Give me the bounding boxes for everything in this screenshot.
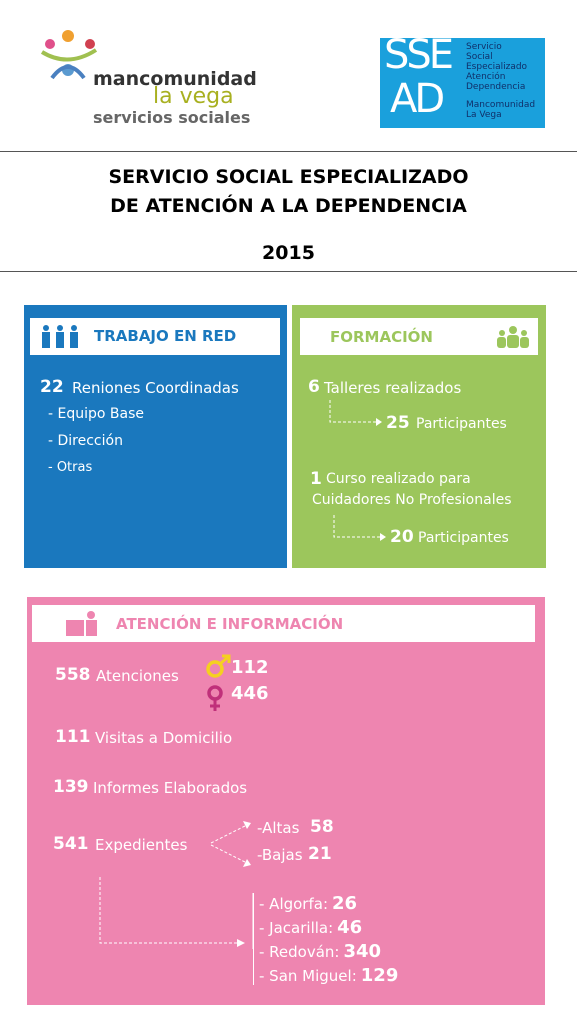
municipio-value: 340 [343, 941, 382, 962]
panel-header: TRABAJO EN RED [30, 318, 280, 355]
label: Talleres realizados [324, 379, 462, 397]
male: 112 [231, 657, 269, 678]
rule [0, 151, 577, 152]
arrows [210, 821, 251, 867]
logo-icon [40, 30, 98, 80]
logo-line: La Vega [466, 110, 502, 120]
municipio-label: - San Miguel: [259, 967, 357, 985]
logo-line: Especializado [466, 62, 528, 72]
municipios: - Algorfa: 26- Jacarilla: 46- Redován: 340-… [259, 893, 398, 989]
panel-header: ATENCIÓN E INFORMACIÓN [32, 605, 535, 642]
municipio-label: - Algorfa: [259, 895, 329, 913]
label: Reniones Coordinadas [72, 379, 239, 397]
label: Visitas a Domicilio [95, 729, 233, 747]
value: 58 [310, 817, 334, 837]
logo-letters: AD [390, 76, 445, 122]
label: -Bajas [257, 846, 303, 864]
panel-trabajo: TRABAJO EN RED 22 Reniones Coordinadas -… [24, 305, 287, 568]
title: SERVICIO SOCIAL ESPECIALIZADO [108, 166, 469, 188]
label: Informes Elaborados [93, 779, 248, 797]
logo-line: Mancomunidad [466, 100, 536, 110]
title: DE ATENCIÓN A LA DEPENDENCIA [110, 195, 467, 217]
label: Participantes [416, 416, 507, 432]
logo-text: mancomunidad [93, 68, 257, 90]
group-icon [497, 326, 529, 348]
municipio-row: - Algorfa: 26 [259, 893, 398, 917]
label: -Altas [257, 819, 300, 837]
label: Curso realizado para [326, 471, 471, 487]
municipio-row: - San Miguel: 129 [259, 965, 398, 989]
label: Cuidadores No Profesionales [312, 492, 512, 508]
municipio-value: 129 [360, 965, 399, 986]
count: 22 [40, 377, 64, 397]
count: 558 [55, 665, 91, 685]
logo-box: SSE AD Servicio Social Especializado Atenci… [380, 32, 545, 128]
panel-formacion: FORMACIÓN 6 Talleres realizados 25 Parti… [292, 305, 546, 568]
logo-text: la vega [153, 84, 234, 109]
count: 139 [53, 777, 89, 797]
count: 1 [310, 469, 322, 489]
logo-letters: SSE [384, 32, 454, 78]
panel-title: FORMACIÓN [330, 328, 433, 346]
municipio-row: - Jacarilla: 46 [259, 917, 398, 941]
participants: 20 [390, 527, 414, 547]
municipio-row: - Redován: 340 [259, 941, 398, 965]
municipio-value: 26 [332, 893, 358, 914]
label: Atenciones [96, 667, 179, 685]
item: - Dirección [48, 433, 123, 449]
arrow [99, 877, 254, 949]
label: Expedientes [95, 836, 188, 854]
logo-line: Social [466, 52, 493, 62]
arrow [333, 515, 386, 541]
gender-icons [206, 654, 231, 711]
panel-title: TRABAJO EN RED [94, 327, 237, 345]
item: - Equipo Base [48, 406, 144, 422]
item: - Otras [48, 460, 93, 475]
municipio-label: - Redován: [259, 943, 340, 961]
logo-text: servicios sociales [93, 108, 251, 127]
logo-line: Dependencia [466, 82, 526, 92]
logo-line: Servicio [466, 42, 502, 52]
female: 446 [231, 683, 269, 704]
logo-lines: Servicio Social Especializado Atención Depen… [466, 42, 527, 92]
value: 21 [308, 844, 332, 864]
logo-line: Atención [466, 72, 506, 82]
count: 111 [55, 727, 91, 747]
arrow [329, 400, 382, 426]
municipio-label: - Jacarilla: [259, 919, 334, 937]
rule [0, 271, 577, 272]
desk-icon [66, 611, 97, 636]
municipio-value: 46 [337, 917, 363, 938]
count: 541 [53, 834, 89, 854]
people-icon [42, 325, 78, 348]
panel-title: ATENCIÓN E INFORMACIÓN [116, 615, 344, 633]
participants: 25 [386, 413, 410, 433]
panel-header: FORMACIÓN [300, 318, 538, 355]
panel-atencion: ATENCIÓN E INFORMACIÓN 558 Atenciones 11… [27, 597, 545, 1005]
bracket [253, 893, 254, 985]
label: Participantes [418, 530, 509, 546]
count: 6 [308, 377, 320, 397]
year: 2015 [262, 242, 315, 264]
logo-footer: Mancomunidad La Vega [466, 100, 535, 120]
